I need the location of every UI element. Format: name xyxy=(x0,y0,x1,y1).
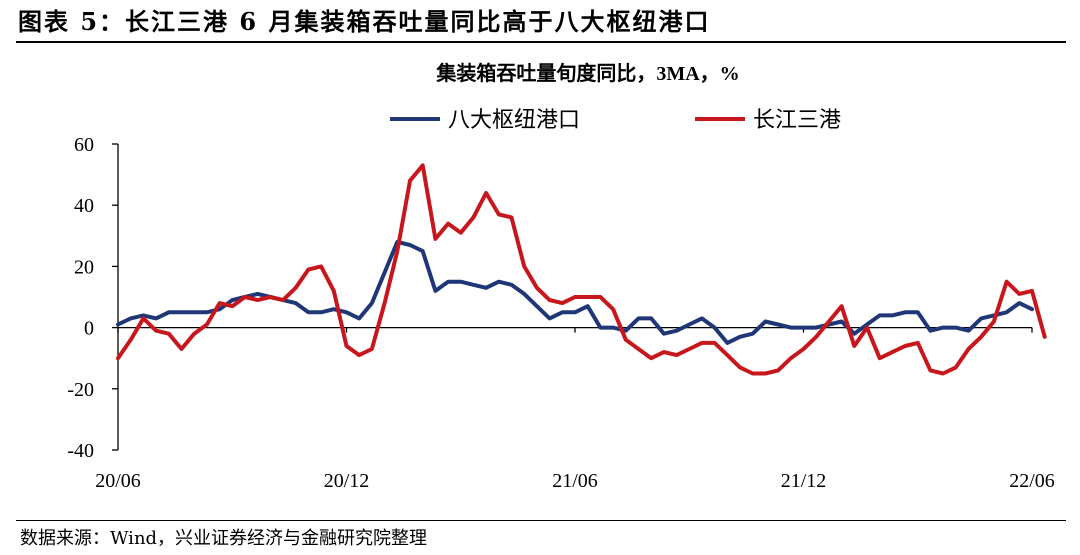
y-tick-label: -40 xyxy=(67,440,94,462)
legend-label-1: 八大枢纽港口 xyxy=(448,107,580,132)
figure-title: 图表 5：长江三港 6 月集装箱吞吐量同比高于八大枢纽港口 xyxy=(18,7,711,36)
footer-rule xyxy=(16,520,1066,521)
chart-legend: 八大枢纽港口 长江三港 xyxy=(390,107,841,132)
y-tick-label: -20 xyxy=(67,379,94,401)
x-tick-label: 20/06 xyxy=(95,470,141,492)
x-tick-label: 20/12 xyxy=(324,470,370,492)
source-note: 数据来源：Wind，兴业证券经济与金融研究院整理 xyxy=(20,528,428,549)
legend-label-2: 长江三港 xyxy=(753,107,841,132)
x-tick-label: 22/06 xyxy=(1009,470,1055,492)
y-tick-label: 60 xyxy=(74,134,94,156)
y-tick-label: 20 xyxy=(74,256,94,278)
x-tick-label: 21/06 xyxy=(552,470,598,492)
title-rule xyxy=(16,41,1066,43)
series-line-2 xyxy=(116,163,1047,376)
x-tick-label: 21/12 xyxy=(781,470,827,492)
line-chart: 集装箱吞吐量旬度同比，3MA，% 八大枢纽港口 长江三港 60 40 20 0 -20 -4… xyxy=(67,61,1054,492)
chart-title: 集装箱吞吐量旬度同比，3MA，% xyxy=(435,61,739,85)
y-tick-label: 0 xyxy=(84,318,94,340)
y-tick-label: 40 xyxy=(74,195,94,217)
